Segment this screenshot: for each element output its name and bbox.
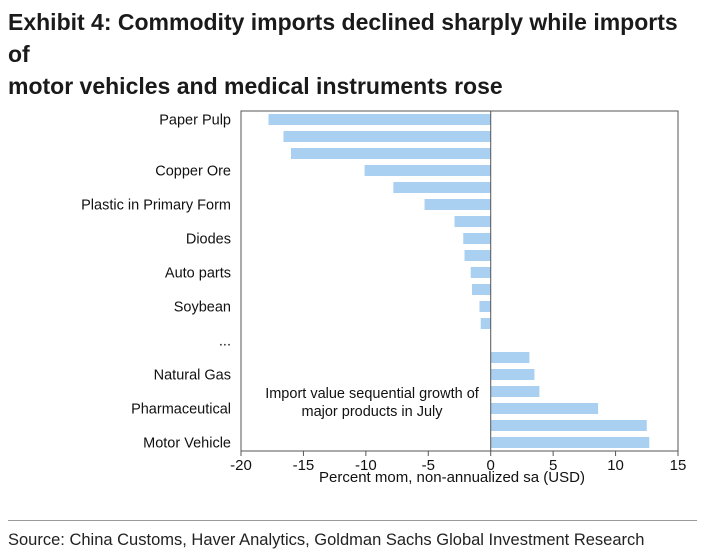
footer-divider [8,520,697,521]
chart-title-line-2: motor vehicles and medical instruments r… [8,73,503,99]
category-label-5: Plastic in Primary Form [81,198,231,214]
bar-9 [470,267,491,278]
annotation-line-2: major products in July [301,404,443,420]
x-tick-label-4: 0 [487,457,495,474]
x-tick-label-2: -10 [355,457,377,474]
bar-1 [283,131,491,142]
bar-15 [490,369,535,380]
chart-title-line-1: Exhibit 4: Commodity imports declined sh… [8,9,678,67]
x-tick-label-7: 15 [670,457,687,474]
bar-chart: Paper Pulp Copper Ore Plastic in Primary F… [81,110,686,486]
bar-3 [364,165,491,176]
category-label-9: Auto parts [165,266,231,282]
x-tick-label-6: 10 [607,457,624,474]
category-labels: Paper Pulp Copper Ore Plastic in Primary F… [81,113,231,452]
bar-11 [479,301,491,312]
category-label-19: Motor Vehicle [143,436,231,452]
source-note: Source: China Customs, Haver Analytics, … [8,531,645,549]
bar-5 [424,199,491,210]
category-label-0: Paper Pulp [159,113,231,129]
x-tick-label-0: -20 [230,457,252,474]
bar-6 [454,216,491,227]
x-tick-label-5: 5 [549,457,557,474]
bar-17 [490,403,599,414]
x-axis-label: Percent mom, non-annualized sa (USD) [319,469,585,486]
bar-16 [490,386,540,397]
bar-12 [480,318,491,329]
bar-18 [490,420,647,431]
bar-2 [290,148,491,159]
category-label-7: Diodes [186,232,231,248]
category-label-15: Natural Gas [154,368,231,384]
bars-group [268,114,650,448]
bar-10 [471,284,491,295]
category-label-17: Pharmaceutical [131,402,231,418]
x-tick-label-1: -15 [293,457,315,474]
bar-8 [464,250,491,261]
annotation-line-1: Import value sequential growth of [265,386,480,402]
bar-14 [490,352,530,363]
bar-4 [393,182,491,193]
category-label-13: ... [219,334,231,350]
chart-title: Exhibit 4: Commodity imports declined sh… [8,6,698,102]
x-axis-ticks: -20 -15 -10 -5 0 5 10 15 [230,451,686,474]
bar-0 [268,114,491,125]
bar-19 [490,437,650,448]
category-label-3: Copper Ore [155,164,231,180]
bar-7 [463,233,491,244]
x-tick-label-3: -5 [422,457,435,474]
category-label-11: Soybean [174,300,231,316]
